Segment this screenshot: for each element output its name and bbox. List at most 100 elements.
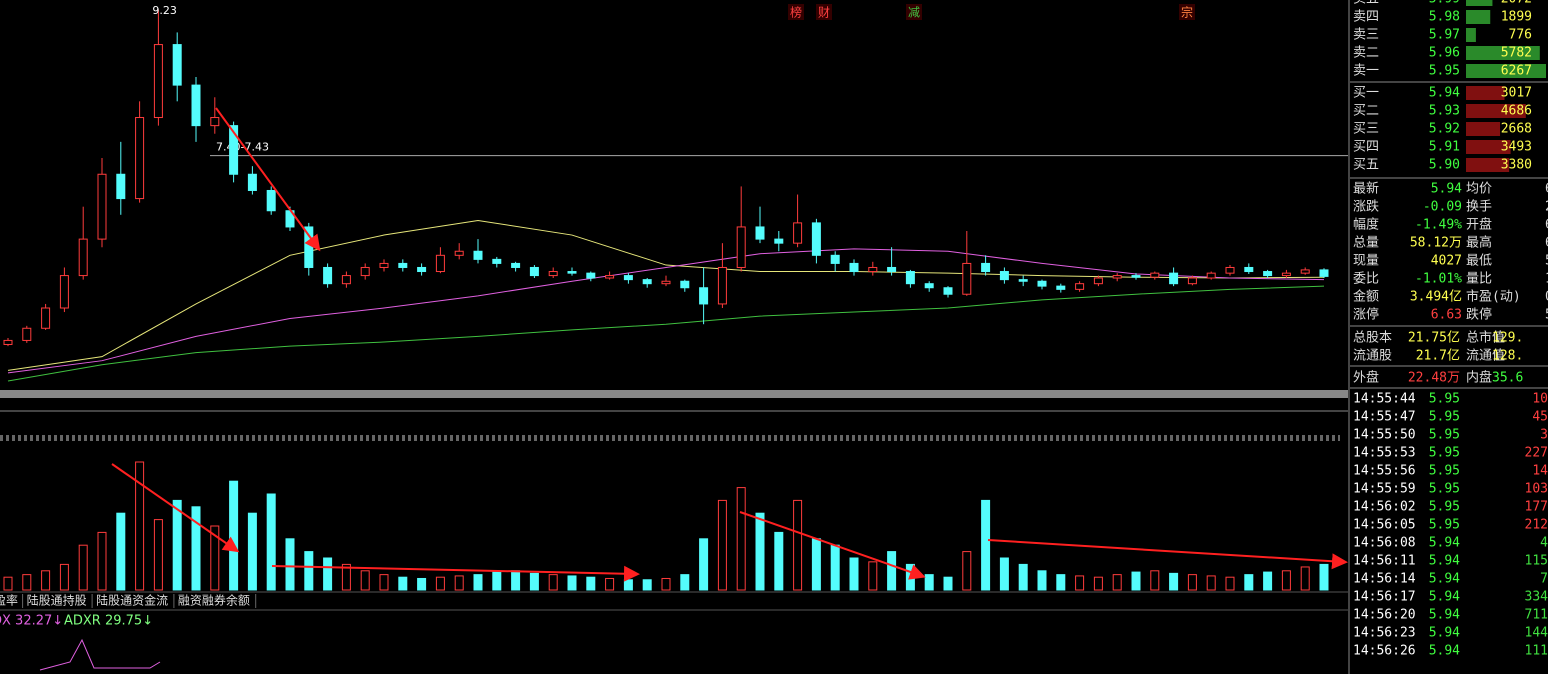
candle-body [229, 125, 239, 175]
order-row: 卖四 [1353, 10, 1379, 25]
candle-body [680, 280, 690, 289]
indicator-line [39, 638, 161, 671]
stat-row: 4027 [1431, 254, 1462, 269]
stat-row: 总量 [1353, 236, 1379, 251]
event-marker[interactable]: 榜 [790, 5, 802, 20]
candle-body [473, 250, 483, 260]
candle-body [1300, 269, 1310, 274]
order-row: 5.96 [1429, 46, 1460, 61]
candle-body [1319, 269, 1329, 277]
trade-row: 14:55:56 [1353, 464, 1416, 479]
indicator-tab[interactable]: 陆股通持股 [27, 593, 87, 608]
candle-body [1018, 279, 1028, 282]
candle-body [454, 250, 464, 256]
candle-body [492, 258, 502, 264]
volume-bar [680, 574, 690, 591]
event-marker[interactable]: 减 [908, 6, 920, 20]
candle-body [1281, 272, 1291, 277]
trade-row: 5.94 [1429, 572, 1460, 587]
outer-inner: 35.6 [1492, 371, 1523, 386]
candle-body [755, 226, 765, 240]
order-row: 6267 [1501, 64, 1532, 79]
volume-bar [699, 538, 709, 591]
volume-bar [473, 574, 483, 591]
indicator-value: DX 32.27↓ [0, 614, 63, 629]
candle-body [943, 287, 953, 295]
moving-average [7, 248, 1325, 374]
event-marker[interactable]: 财 [818, 6, 830, 20]
volume-bar [1225, 576, 1235, 591]
volume-bar [191, 506, 201, 591]
trade-row: 5.95 [1429, 428, 1460, 443]
volume-bar [22, 574, 32, 591]
stat-row: 涨跌 [1353, 199, 1379, 215]
volume-bar [116, 512, 126, 591]
stat-row: 涨停 [1353, 307, 1379, 323]
trade-row: 5.95 [1429, 482, 1460, 497]
volume-bar [1093, 576, 1103, 591]
queue-bar [1466, 46, 1540, 60]
candle-body [811, 222, 821, 256]
order-row: 5.92 [1429, 122, 1460, 137]
stat-row: 换手 [1466, 200, 1492, 215]
trade-row: 177 [1525, 500, 1548, 515]
volume-bar [379, 574, 389, 591]
outer-inner: 外盘 [1353, 370, 1379, 386]
candle-body [1056, 285, 1066, 290]
volume-bar [962, 551, 972, 591]
trade-row: 334 [1525, 590, 1548, 605]
share-row: 流通值 [1466, 348, 1505, 364]
indicator-tab[interactable]: 融资融券余额 [178, 593, 250, 608]
volume-bar [623, 579, 633, 591]
event-marker[interactable]: 宗 [1181, 5, 1193, 20]
event-marker-bg [1179, 4, 1195, 20]
trade-row: 5.94 [1429, 590, 1460, 605]
trade-row: 14:56:26 [1353, 644, 1416, 659]
volume-bar [567, 575, 577, 591]
candle-body [1169, 272, 1179, 285]
queue-bar [1466, 104, 1526, 118]
indicator-tab[interactable]: 陆股通资金流 [96, 593, 168, 608]
volume-bar [304, 551, 314, 591]
order-row: 776 [1509, 28, 1532, 43]
queue-bar [1466, 140, 1511, 154]
trade-row: 5.95 [1429, 410, 1460, 425]
volume-bar [1187, 574, 1197, 591]
volume-bar [1112, 574, 1122, 591]
volume-bar [1300, 566, 1310, 591]
candle-body [1244, 266, 1254, 273]
candle-body [191, 84, 201, 127]
stat-row: 2. [1545, 200, 1548, 215]
candle-body [247, 173, 257, 191]
volume-bar [849, 557, 859, 591]
candle-body [1093, 277, 1103, 285]
candle-body [1225, 266, 1235, 274]
order-row: 3380 [1501, 158, 1532, 173]
arrow [215, 107, 321, 252]
order-row: 5.93 [1429, 104, 1460, 119]
indicator-tab[interactable]: 盈率 [0, 593, 18, 608]
volume-bar [1244, 574, 1254, 591]
trade-row: 14:56:11 [1353, 554, 1416, 569]
share-row: 总股本 [1353, 331, 1392, 346]
candle-body [887, 266, 897, 273]
candle-body [774, 238, 784, 244]
trade-row: 14:55:59 [1353, 482, 1416, 497]
volume-bar [981, 499, 991, 591]
candle-body [717, 266, 727, 305]
candle-body [586, 272, 596, 279]
trade-row: 3 [1540, 428, 1548, 443]
order-row: 卖三 [1353, 28, 1379, 43]
stat-row: 最高 [1466, 235, 1492, 251]
candle-body [793, 222, 803, 244]
trade-row: 5.94 [1429, 554, 1460, 569]
volume-bar [736, 487, 746, 591]
candle-body [360, 266, 370, 277]
candle-body [379, 262, 389, 268]
order-row: 买三 [1353, 122, 1379, 137]
order-row: 2072 [1501, 0, 1532, 7]
trade-row: 14:56:05 [1353, 518, 1416, 533]
candle-body [1131, 275, 1141, 278]
event-marker-bg [816, 4, 832, 20]
